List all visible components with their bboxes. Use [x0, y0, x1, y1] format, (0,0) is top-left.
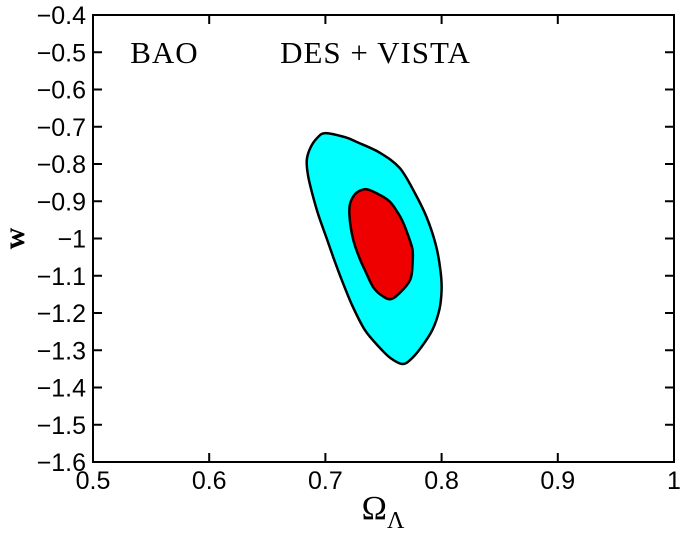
y-tick-label: −1.2 [37, 300, 86, 328]
y-tick-label: −1.6 [37, 449, 86, 477]
x-tick-label: 0.5 [76, 467, 111, 495]
annotation-des-vista: DES + VISTA [280, 35, 471, 70]
annotation-bao: BAO [130, 35, 198, 70]
y-tick-label: −1.4 [37, 375, 86, 403]
x-tick-label: 0.9 [540, 467, 575, 495]
y-tick-label: −1 [57, 226, 86, 254]
x-tick-label: 0.7 [308, 467, 343, 495]
y-tick-label: −0.5 [37, 39, 86, 67]
y-tick-label: −1.3 [37, 337, 86, 365]
y-tick-label: −0.6 [37, 77, 86, 105]
x-tick-label: 1 [667, 467, 681, 495]
y-tick-label: −1.1 [37, 263, 86, 291]
y-tick-label: −0.4 [37, 2, 86, 30]
x-axis-label: ΩΛ [362, 490, 405, 534]
y-tick-label: −1.5 [37, 412, 86, 440]
y-tick-label: −0.7 [37, 114, 86, 142]
y-tick-label: −0.8 [37, 151, 86, 179]
y-axis-label: w [0, 227, 31, 249]
x-tick-label: 0.8 [424, 467, 459, 495]
y-tick-label: −0.9 [37, 188, 86, 216]
inner-contour [348, 187, 415, 301]
x-axis-label-symbol: Ω [362, 490, 387, 527]
x-axis-label-subscript: Λ [387, 508, 405, 534]
x-tick-label: 0.6 [192, 467, 227, 495]
